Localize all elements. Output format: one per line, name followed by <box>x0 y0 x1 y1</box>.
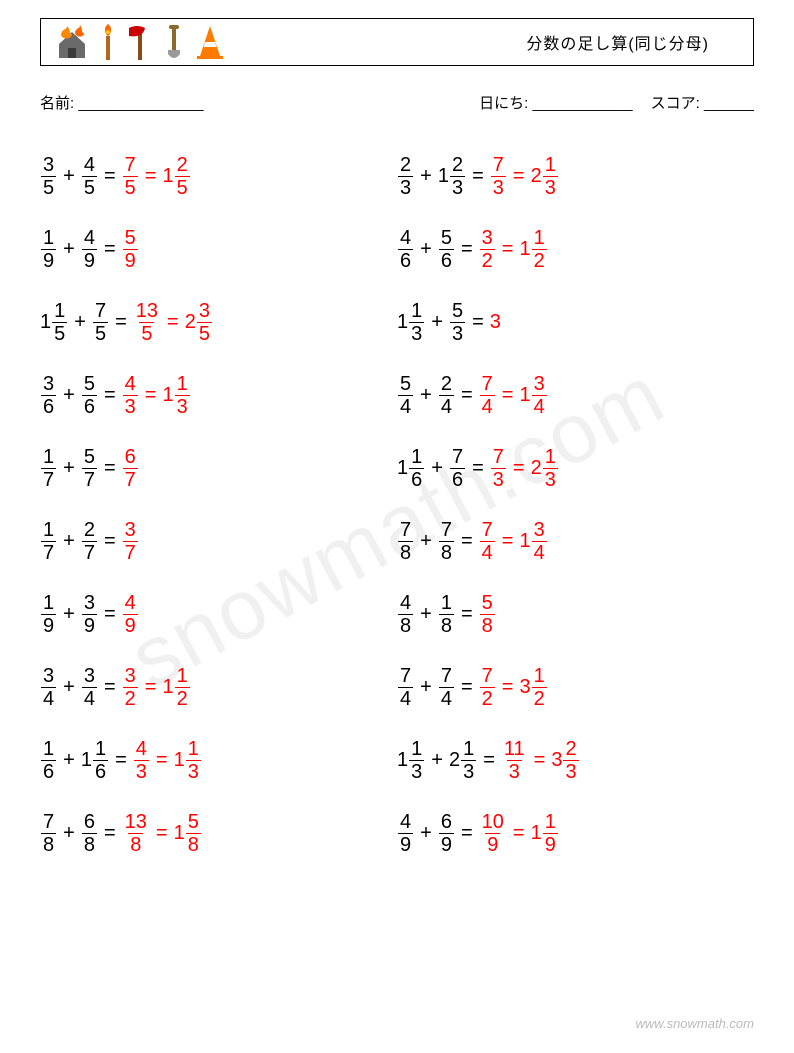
problem-row: 113+213=113=323 <box>397 724 754 797</box>
match-flame-icon <box>101 24 115 60</box>
problem-row: 78+78=74=134 <box>397 505 754 578</box>
header-icons <box>55 24 225 60</box>
name-label: 名前: _______________ <box>40 92 203 113</box>
problem-row: 17+57=67 <box>40 432 397 505</box>
problem-row: 34+34=32=112 <box>40 651 397 724</box>
date-label: 日にち: ____________ <box>479 92 632 113</box>
axe-icon <box>127 24 153 60</box>
problem-row: 16+116=43=113 <box>40 724 397 797</box>
problem-row: 17+27=37 <box>40 505 397 578</box>
problem-row: 19+39=49 <box>40 578 397 651</box>
problem-row: 116+76=73=213 <box>397 432 754 505</box>
problem-row: 49+69=109=119 <box>397 797 754 870</box>
header-box: 分数の足し算(同じ分母) <box>40 18 754 66</box>
meta-row: 名前: _______________ 日にち: ____________ スコ… <box>40 92 754 113</box>
problems-col-right: 23+123=73=21346+56=32=112113+53=354+24=7… <box>397 140 754 870</box>
problems-area: 35+45=75=12519+49=59115+75=135=23536+56=… <box>40 140 754 870</box>
footer-link: www.snowmath.com <box>636 1016 754 1031</box>
problem-row: 54+24=74=134 <box>397 359 754 432</box>
worksheet-title: 分数の足し算(同じ分母) <box>526 30 709 54</box>
house-fire-icon <box>55 24 89 60</box>
shovel-icon <box>165 24 183 60</box>
problem-row: 36+56=43=113 <box>40 359 397 432</box>
problems-col-left: 35+45=75=12519+49=59115+75=135=23536+56=… <box>40 140 397 870</box>
problem-row: 78+68=138=158 <box>40 797 397 870</box>
problem-row: 48+18=58 <box>397 578 754 651</box>
problem-row: 115+75=135=235 <box>40 286 397 359</box>
score-label: スコア: ______ <box>651 92 754 113</box>
problem-row: 74+74=72=312 <box>397 651 754 724</box>
traffic-cone-icon <box>195 24 225 60</box>
problem-row: 23+123=73=213 <box>397 140 754 213</box>
problem-row: 113+53=3 <box>397 286 754 359</box>
problem-row: 19+49=59 <box>40 213 397 286</box>
problem-row: 46+56=32=112 <box>397 213 754 286</box>
problem-row: 35+45=75=125 <box>40 140 397 213</box>
